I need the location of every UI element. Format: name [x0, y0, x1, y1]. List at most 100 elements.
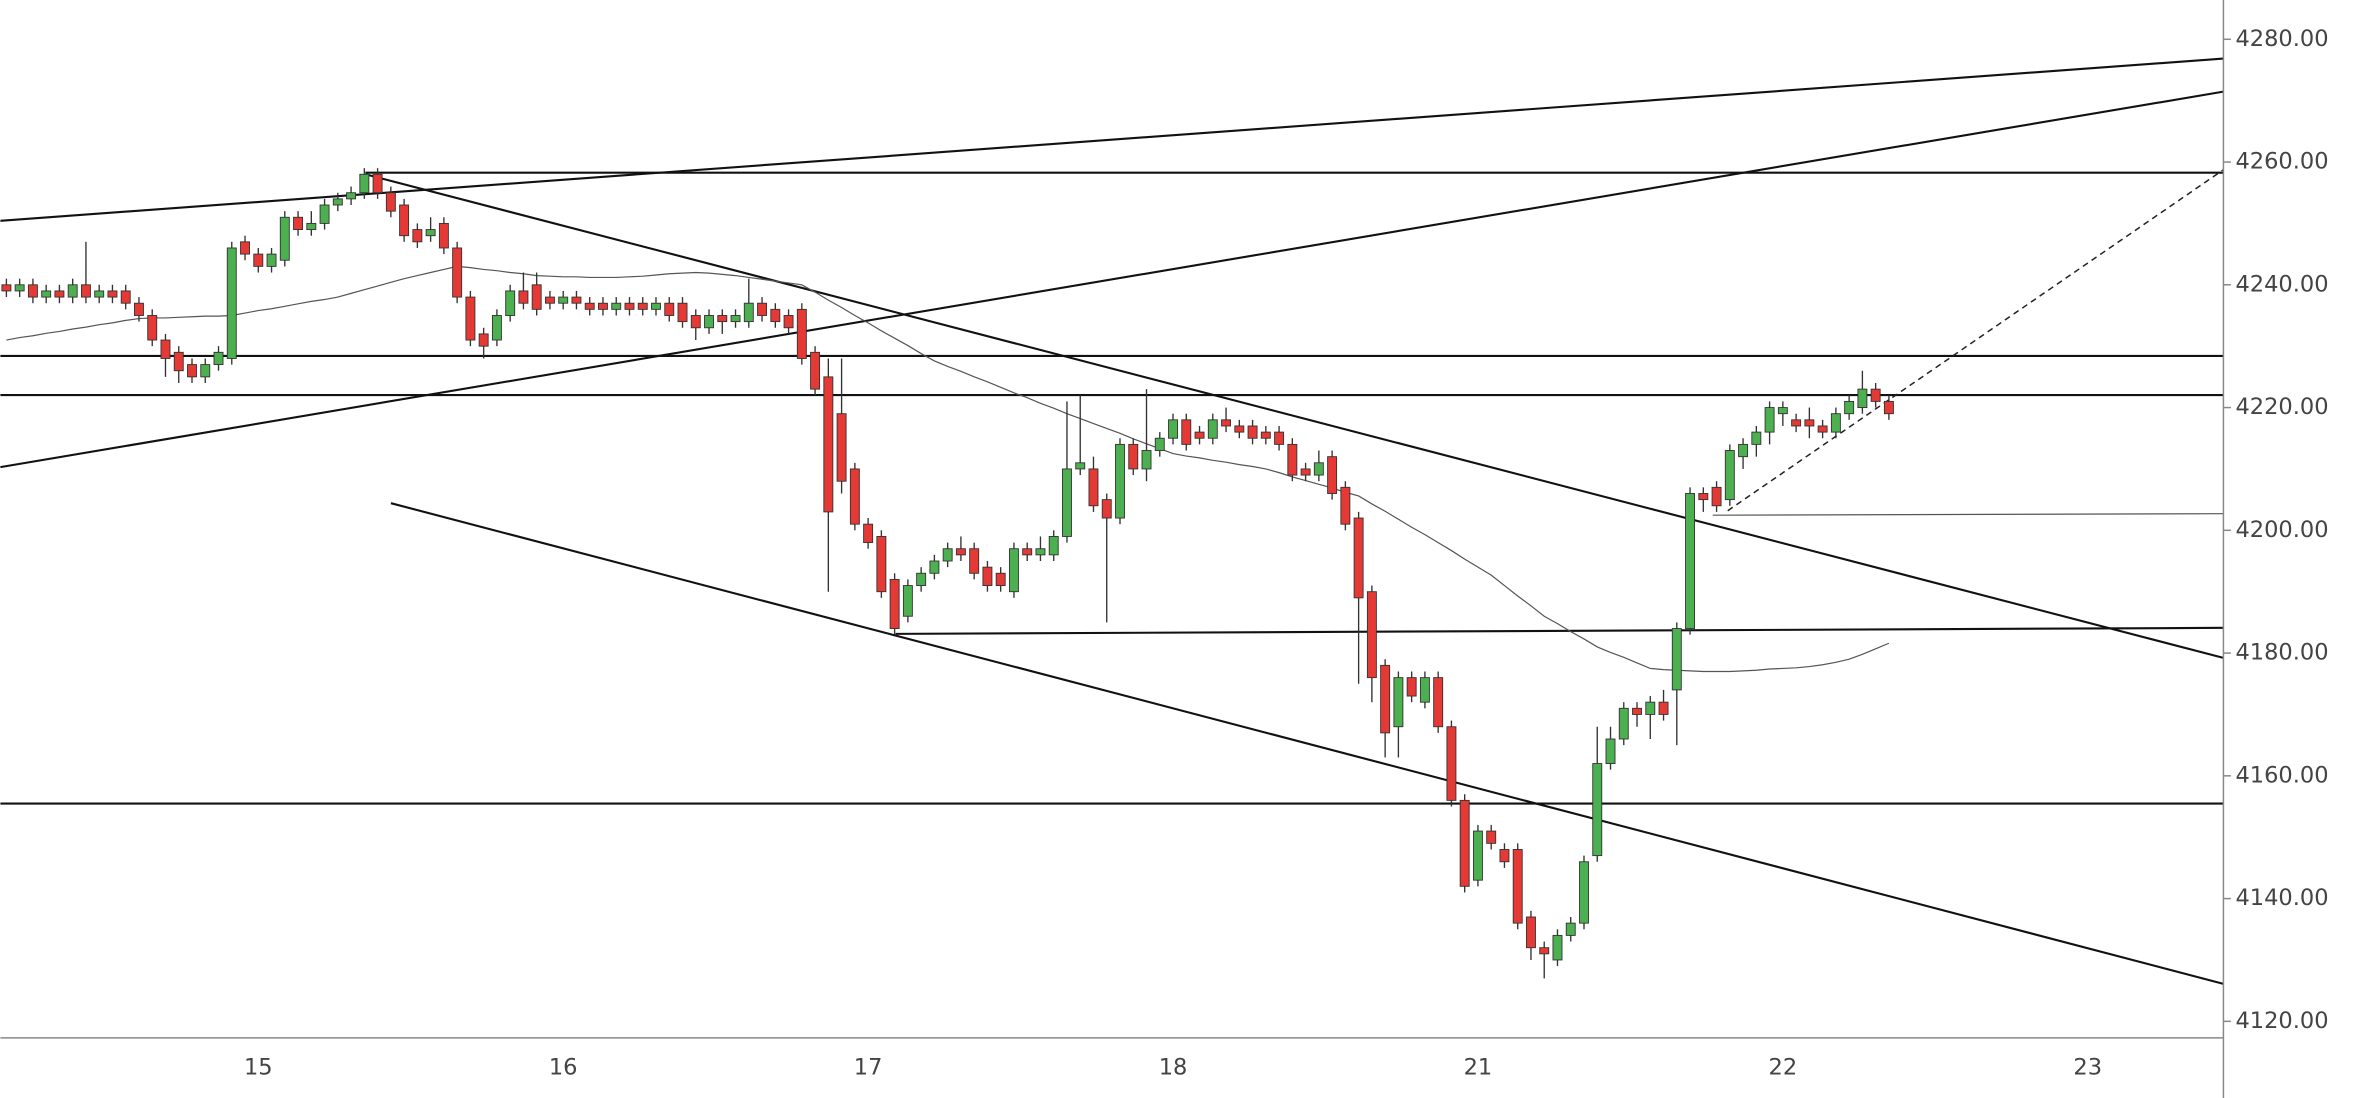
candle-body — [41, 290, 52, 298]
candle-body — [306, 222, 317, 231]
candle-body — [1008, 548, 1019, 593]
candle-body — [982, 566, 993, 587]
candle-body — [80, 284, 91, 298]
candle-body — [1088, 468, 1099, 507]
candle-body — [1393, 677, 1404, 728]
candle-body — [1817, 425, 1828, 433]
candle-body — [67, 284, 78, 298]
candle-body — [1035, 548, 1046, 556]
candle-body — [571, 296, 582, 304]
candle-body — [1512, 849, 1523, 924]
candle-body — [558, 296, 569, 304]
candle-body — [1181, 419, 1192, 445]
candle-body — [611, 302, 622, 310]
candle-body — [1154, 437, 1165, 451]
candle-body — [1194, 431, 1205, 439]
candle-body — [677, 302, 688, 323]
candle-body — [1380, 664, 1391, 734]
candle-body — [266, 253, 277, 267]
candle-body — [1048, 536, 1059, 556]
candle-body — [929, 560, 940, 574]
candle-body — [1168, 419, 1178, 439]
candle-body — [160, 339, 171, 359]
candle-body — [624, 302, 635, 310]
candle-body — [1526, 916, 1536, 949]
candle-body — [730, 315, 741, 323]
candle-body — [1472, 830, 1483, 881]
candle-body — [173, 351, 184, 372]
candle-body — [1738, 443, 1749, 458]
candle-body — [770, 308, 781, 323]
candle-body — [969, 548, 980, 574]
candle-body — [94, 290, 105, 298]
candle-body — [1459, 799, 1470, 887]
candle-body — [783, 315, 794, 329]
candle-body — [1539, 947, 1550, 955]
candle-body — [1366, 591, 1377, 679]
x-tick-label: 23 — [2073, 1054, 2102, 1080]
candle-body — [1221, 419, 1232, 427]
candle-body — [955, 548, 966, 556]
candle-body — [1419, 677, 1430, 703]
candle-body — [1698, 493, 1709, 501]
candle-body — [187, 364, 197, 378]
y-tick-label: 4120.00 — [2235, 1008, 2328, 1034]
x-tick-label: 16 — [549, 1054, 578, 1080]
candle-body — [995, 572, 1006, 587]
candle-body — [743, 302, 754, 323]
x-tick-label: 15 — [244, 1054, 273, 1080]
candle-body — [399, 204, 410, 237]
candle-body — [385, 192, 396, 212]
candle-body — [902, 585, 913, 617]
candle-body — [226, 247, 237, 359]
candle-body — [637, 302, 648, 310]
candle-body — [598, 302, 608, 310]
candle-body — [1499, 849, 1510, 863]
candle-body — [1804, 419, 1815, 427]
x-tick-label: 17 — [854, 1054, 883, 1080]
candle-body — [942, 548, 953, 562]
candle-body — [1075, 462, 1086, 470]
drawings — [0, 57, 2224, 985]
candle-body — [1671, 628, 1682, 691]
candle-body — [1446, 726, 1457, 801]
candle-body — [1711, 486, 1722, 507]
candle-body — [1406, 677, 1417, 697]
candle-body — [836, 413, 847, 482]
candle-body — [916, 572, 927, 587]
candle-body — [1353, 517, 1364, 599]
horizontal-line — [895, 626, 2224, 635]
candle-body — [810, 351, 821, 390]
candle-body — [412, 229, 423, 243]
candle-body — [1287, 443, 1298, 476]
candle-body — [1234, 425, 1245, 433]
x-tick-label: 18 — [1159, 1054, 1188, 1080]
candle-body — [704, 315, 714, 329]
candle-body — [863, 523, 874, 544]
candle-body — [531, 284, 542, 310]
trendline — [390, 502, 2224, 985]
candle-body — [757, 302, 768, 316]
candle-body — [438, 222, 449, 249]
candle-body — [1883, 400, 1894, 415]
candle-body — [544, 296, 555, 304]
candle-body — [1340, 486, 1351, 525]
candle-body — [372, 173, 383, 194]
y-tick-label: 4280.00 — [2235, 26, 2328, 52]
candle-body — [1605, 738, 1616, 765]
candle-body — [1592, 763, 1603, 857]
dashed-trendline — [1727, 169, 2224, 512]
candle-body — [1685, 493, 1696, 629]
candle-body — [14, 284, 25, 292]
candle-body — [1791, 419, 1802, 427]
candle-body — [1247, 425, 1258, 439]
candle-body — [1870, 388, 1881, 402]
candle-body — [147, 315, 158, 341]
candle-body — [518, 290, 529, 304]
candle-body — [465, 296, 476, 341]
candle-body — [1777, 407, 1788, 415]
candle-body — [1327, 456, 1338, 494]
candle-body — [651, 302, 661, 310]
